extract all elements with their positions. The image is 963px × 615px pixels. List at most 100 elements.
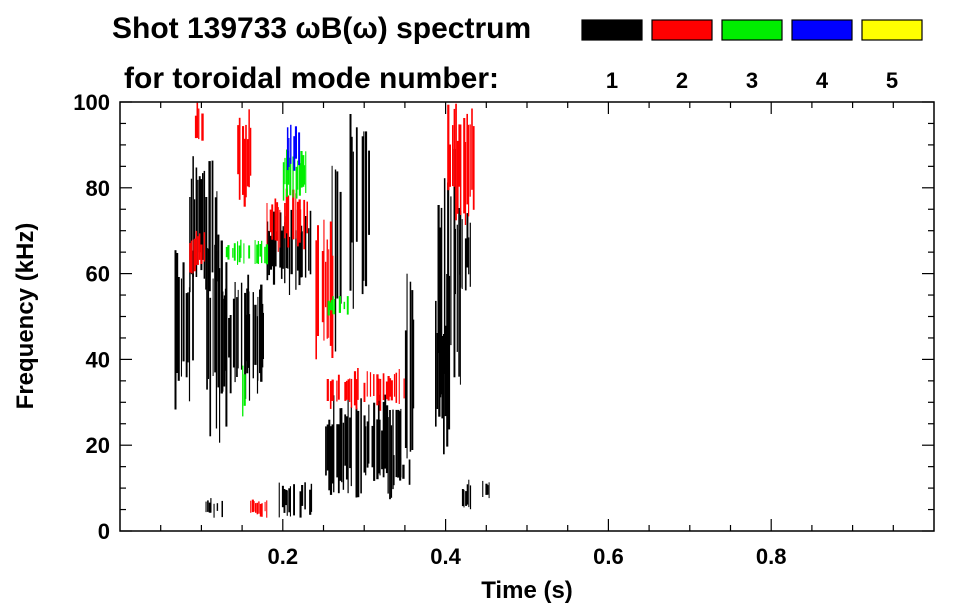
x-tick-label: 0.8	[756, 544, 787, 569]
spectral-streak	[342, 422, 345, 490]
spectral-streak	[180, 278, 182, 377]
spectral-streak	[365, 426, 367, 476]
spectral-region-mode-1	[331, 165, 342, 352]
spectral-streak	[329, 221, 333, 346]
spectral-streak	[409, 281, 412, 452]
spectral-streak	[283, 489, 286, 513]
spectral-streak	[339, 191, 342, 304]
spectral-streak	[185, 293, 188, 378]
legend-swatch-5	[861, 19, 923, 41]
spectral-streak	[215, 250, 218, 429]
spectral-region-mode-2	[237, 109, 252, 207]
spectral-streak	[196, 102, 199, 138]
spectral-streak	[195, 167, 198, 277]
spectral-streak	[458, 124, 461, 187]
spectral-streak	[182, 262, 185, 362]
spectral-streak	[444, 325, 447, 417]
spectral-streak	[189, 243, 192, 273]
spectral-streak	[333, 395, 335, 493]
spectral-streak	[371, 425, 374, 468]
spectral-streak	[466, 484, 469, 505]
spectral-streak	[276, 202, 279, 241]
spectral-streak	[298, 163, 301, 196]
y-tick-label: 40	[86, 347, 110, 372]
spectral-streak	[242, 126, 245, 195]
spectral-streak	[305, 151, 307, 193]
spectral-streak	[274, 231, 277, 267]
spectral-streak	[398, 411, 402, 470]
spectral-streak	[240, 282, 243, 370]
spectral-streak	[456, 224, 458, 352]
spectral-streak	[268, 230, 270, 276]
y-tick-label: 80	[86, 176, 110, 201]
spectral-streak	[232, 298, 236, 368]
spectral-streak	[382, 401, 385, 478]
spectral-streak	[284, 222, 286, 284]
spectral-streak	[216, 503, 219, 511]
spectral-region-mode-4	[286, 124, 301, 171]
spectral-streak	[446, 274, 449, 447]
spectral-streak	[468, 124, 470, 217]
spectral-streak	[232, 248, 234, 258]
spectral-streak	[453, 108, 456, 187]
spectral-streak	[214, 197, 217, 251]
spectral-region-mode-2	[266, 188, 308, 252]
spectral-streak	[336, 171, 339, 299]
spectral-region-mode-1	[174, 250, 194, 410]
spectral-streak	[357, 410, 360, 498]
spectral-streak	[286, 149, 288, 197]
spectral-streak	[331, 424, 334, 484]
spectral-streak	[272, 211, 276, 285]
spectral-streak	[326, 424, 329, 471]
spectral-streak	[366, 421, 369, 468]
spectral-streak	[469, 222, 471, 287]
spectral-streak	[309, 489, 312, 515]
spectral-region-mode-2	[447, 103, 475, 225]
spectral-streak	[368, 150, 370, 235]
spectral-streak	[298, 199, 301, 243]
spectral-streak	[200, 179, 203, 271]
spectral-region-mode-1	[404, 273, 415, 459]
y-tick-label: 0	[98, 519, 110, 544]
spectral-streak	[336, 424, 339, 478]
spectral-streak	[264, 246, 266, 264]
spectral-streak	[330, 299, 333, 311]
spectral-streak	[381, 430, 384, 470]
spectral-streak	[201, 113, 204, 141]
spectral-streak	[259, 244, 262, 257]
spectral-streak	[216, 191, 218, 282]
spectral-streak	[190, 178, 193, 275]
spectral-streak	[336, 380, 338, 402]
spectral-streak	[259, 503, 262, 517]
spectral-region-mode-1	[392, 455, 411, 486]
spectral-streak	[264, 501, 266, 512]
spectral-streak	[285, 489, 288, 506]
spectral-streak	[187, 292, 189, 363]
spectral-streak	[447, 182, 450, 331]
spectral-region-mode-1	[349, 114, 358, 309]
spectral-streak	[329, 302, 332, 311]
spectral-streak	[205, 501, 207, 513]
spectral-streak	[361, 136, 364, 295]
spectral-streak	[376, 374, 379, 406]
spectral-streak	[221, 291, 224, 392]
spectral-streak	[203, 232, 206, 262]
spectral-streak	[195, 230, 197, 266]
spectral-streak	[350, 378, 353, 408]
spectral-streak	[385, 381, 388, 400]
spectral-streak	[347, 399, 349, 494]
spectral-region-mode-2	[250, 499, 268, 518]
spectral-region-mode-2	[326, 368, 405, 411]
spectral-streak	[395, 409, 398, 478]
spectral-streak	[345, 416, 348, 480]
spectral-streak	[176, 253, 179, 373]
spectral-streak	[256, 502, 258, 515]
legend-label-5: 5	[886, 68, 898, 93]
spectral-streak	[295, 230, 297, 290]
spectral-streak	[389, 378, 392, 397]
spectral-streak	[261, 240, 263, 264]
spectral-streak	[345, 380, 348, 400]
spectral-streak	[248, 314, 251, 401]
spectral-streak	[363, 382, 366, 402]
spectral-streak	[261, 503, 263, 517]
